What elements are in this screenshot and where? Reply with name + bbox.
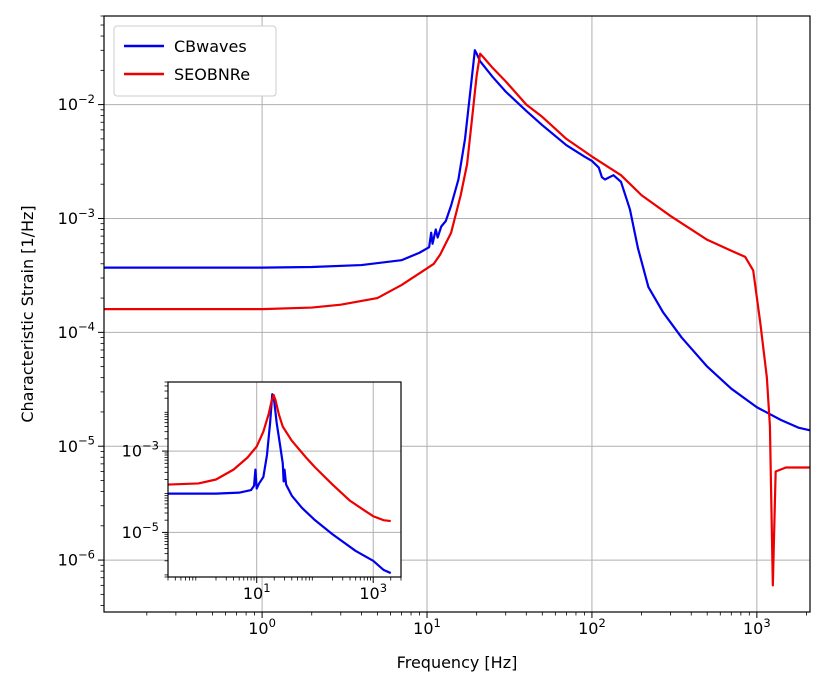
inset-x-tick-label: 101 (243, 581, 271, 603)
main-y-tick-label: 10−4 (58, 320, 95, 342)
main-y-tick-label: 10−3 (58, 206, 95, 228)
legend-label-seobnre: SEOBNRe (174, 65, 250, 84)
main-x-tick-label: 102 (578, 616, 606, 638)
inset-x-tick-label: 103 (359, 581, 387, 603)
inset-y-tick-label: 10−5 (122, 520, 159, 542)
inset-ticks: 101 103 10−5 10−3 (122, 381, 402, 603)
main-y-tick-label: 10−6 (58, 547, 95, 569)
inset-series-line-series-0 (168, 393, 392, 575)
main-series-layer (104, 49, 811, 587)
main-x-tick-label: 101 (413, 616, 441, 638)
inset-y-tick-label: 10−3 (122, 438, 159, 460)
main-y-tick-label: 10−5 (58, 434, 95, 456)
x-axis-label: Frequency [Hz] (397, 653, 518, 672)
main-plot-frame (103, 15, 811, 613)
inset-series-line-series-1 (167, 393, 391, 523)
legend-box (113, 25, 277, 97)
main-series-line-cbwaves (104, 49, 811, 432)
main-x-tick-label: 103 (743, 616, 771, 638)
inset-series-layer (167, 393, 392, 575)
main-x-tick-label: 100 (248, 616, 276, 638)
inset-chart: 101 103 10−5 10−3 (122, 381, 402, 603)
main-ticks: 100 101 102 103 10−6 10−5 10−4 10−3 10−2 (58, 15, 807, 638)
y-axis-label: Characteristic Strain [1/Hz] (18, 205, 37, 422)
main-series-line-seobnre (104, 52, 810, 587)
legend-label-cbwaves: CBwaves (174, 37, 247, 56)
legend: CBwaves SEOBNRe (113, 25, 277, 97)
main-y-tick-label: 10−2 (58, 92, 95, 114)
